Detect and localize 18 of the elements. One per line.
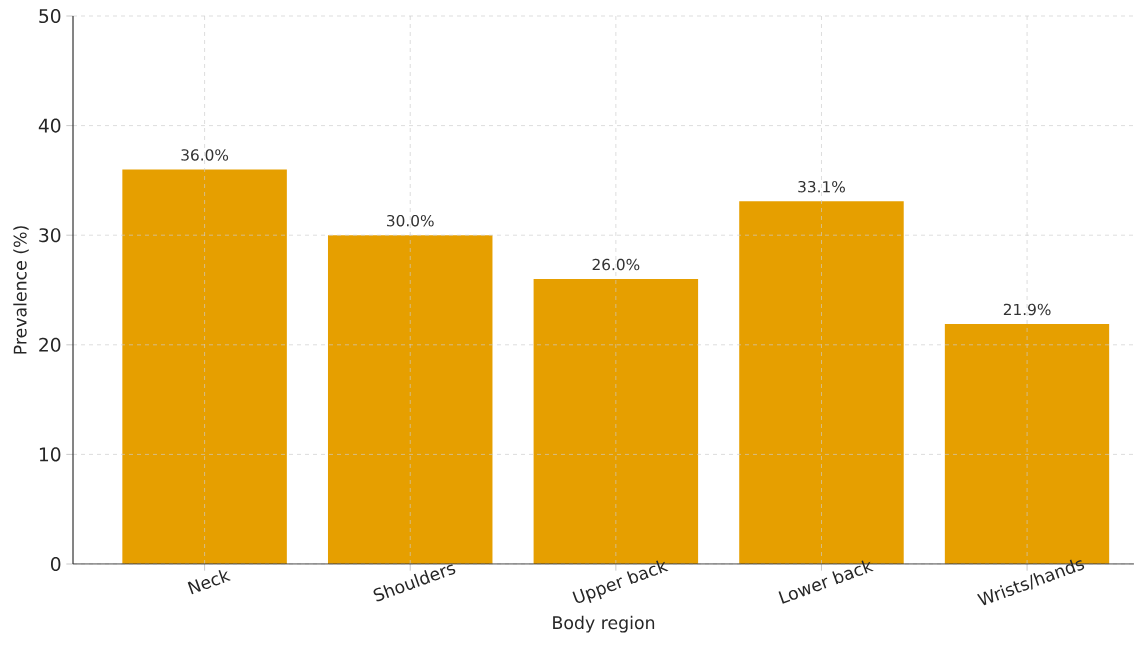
x-tick-label: Upper back: [572, 560, 669, 603]
y-tick-label: 40: [38, 118, 61, 133]
data-label: 33.1%: [798, 180, 845, 193]
y-tick-label: 10: [39, 447, 61, 462]
bar: [327, 235, 493, 564]
y-tick-label: 30: [39, 228, 61, 243]
x-tick-label: Neck: [187, 570, 231, 595]
y-tick-label: 50: [39, 8, 61, 24]
data-label: 30.0%: [387, 214, 434, 227]
y-axis-title: Prevalence (%): [13, 226, 29, 354]
x-axis-title: Body region: [553, 615, 655, 633]
y-tick-label: 20: [39, 337, 61, 352]
data-label: 26.0%: [592, 258, 640, 271]
data-label: 21.9%: [1003, 303, 1051, 316]
bar: [122, 169, 287, 564]
x-tick-label: Lower back: [778, 560, 874, 604]
data-label: 36.0%: [181, 149, 229, 161]
y-tick-label: 0: [50, 556, 61, 572]
